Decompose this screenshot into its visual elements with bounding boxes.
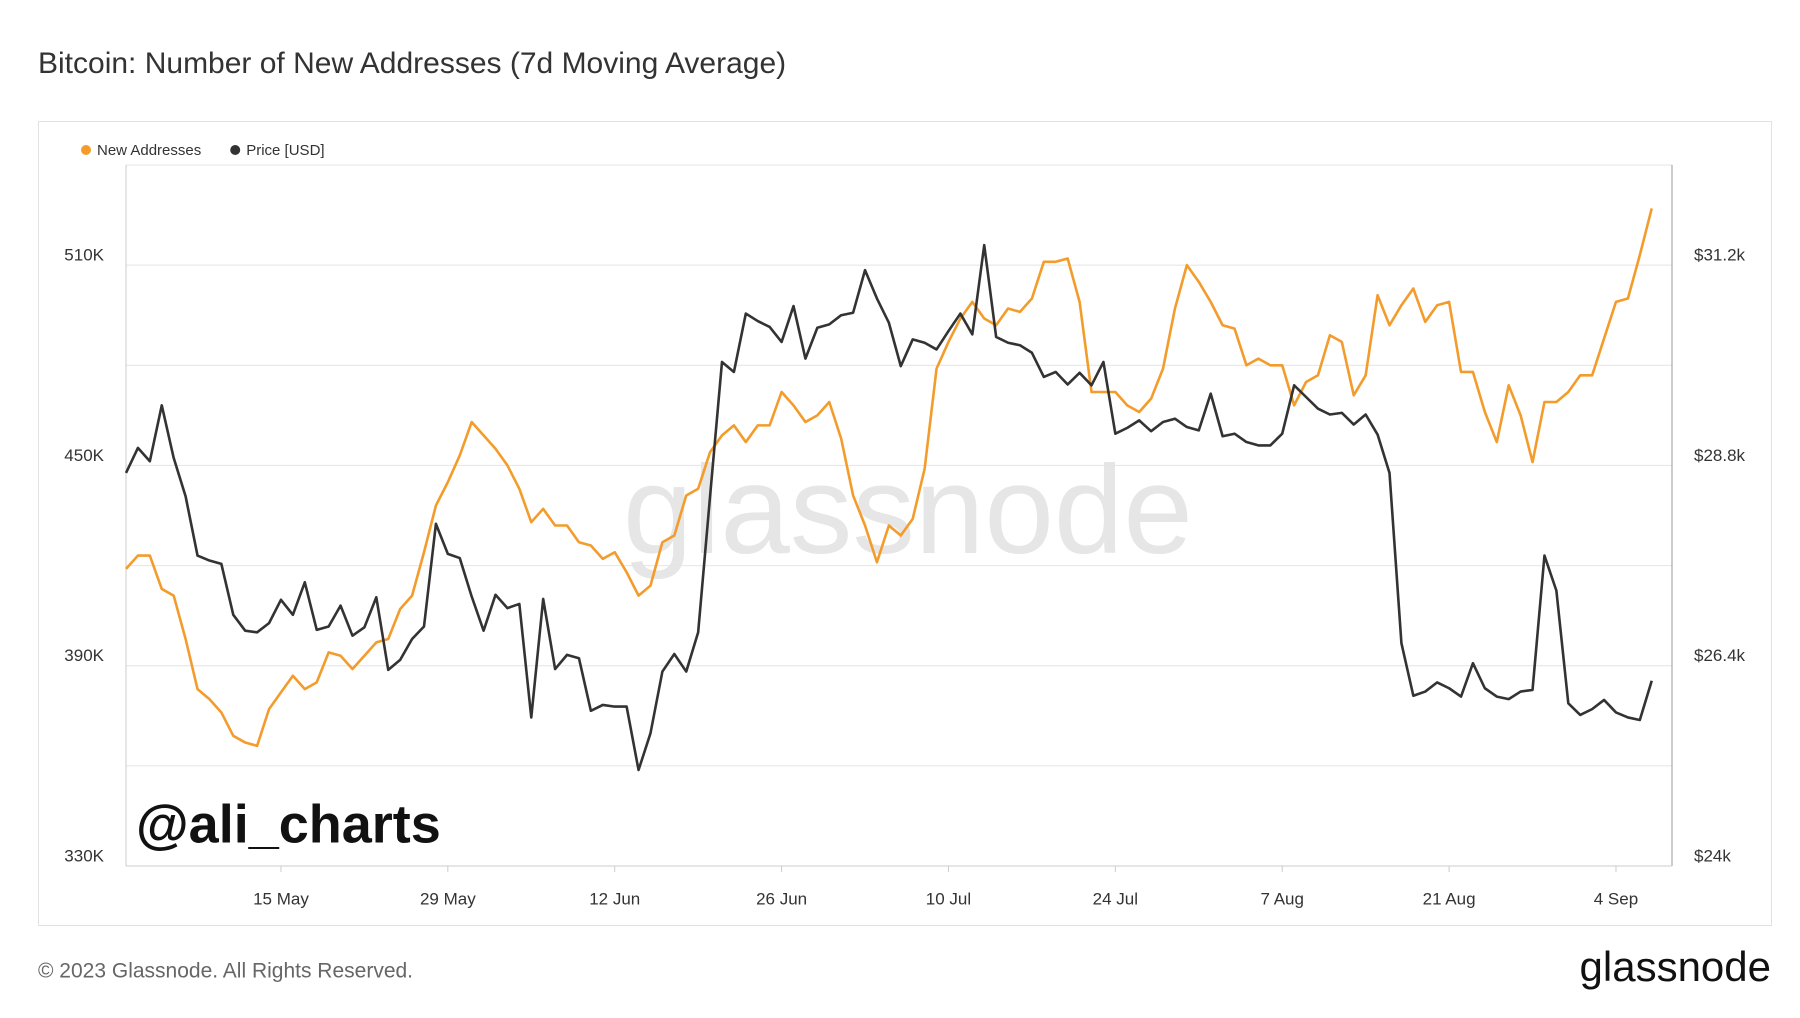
x-tick-label: 12 Jun xyxy=(589,889,640,908)
footer: © 2023 Glassnode. All Rights Reserved. xyxy=(38,960,413,983)
chart-title: Bitcoin: Number of New Addresses (7d Mov… xyxy=(38,47,786,80)
x-tick-label: 4 Sep xyxy=(1594,889,1638,908)
x-tick-label: 15 May xyxy=(253,889,309,908)
legend-label: Price [USD] xyxy=(246,142,324,159)
legend-marker xyxy=(81,145,91,155)
logo: glassnode xyxy=(1580,943,1771,990)
legend-marker xyxy=(230,145,241,155)
y2-tick-label: $31.2k xyxy=(1694,246,1746,265)
y-tick-label: 330K xyxy=(64,846,104,865)
x-tick-label: 24 Jul xyxy=(1093,889,1138,908)
annotation: @ali_charts xyxy=(136,794,441,854)
x-tick-label: 26 Jun xyxy=(756,889,807,908)
y-tick-label: 450K xyxy=(64,446,104,465)
x-tick-label: 29 May xyxy=(420,889,476,908)
y2-tick-label: $26.4k xyxy=(1694,646,1746,665)
legend-label: New Addresses xyxy=(97,142,201,159)
x-tick-label: 21 Aug xyxy=(1423,889,1476,908)
y2-tick-label: $28.8k xyxy=(1694,446,1746,465)
y-tick-label: 390K xyxy=(64,646,104,665)
series-line xyxy=(125,208,1653,748)
chart-frame xyxy=(38,121,1772,926)
y2-tick-label: $24k xyxy=(1694,846,1731,865)
watermark: glassnode xyxy=(623,441,1193,580)
x-tick-label: 10 Jul xyxy=(926,889,971,908)
x-tick-label: 7 Aug xyxy=(1260,889,1304,908)
y-tick-label: 510K xyxy=(64,246,104,265)
series-line xyxy=(124,243,1653,772)
